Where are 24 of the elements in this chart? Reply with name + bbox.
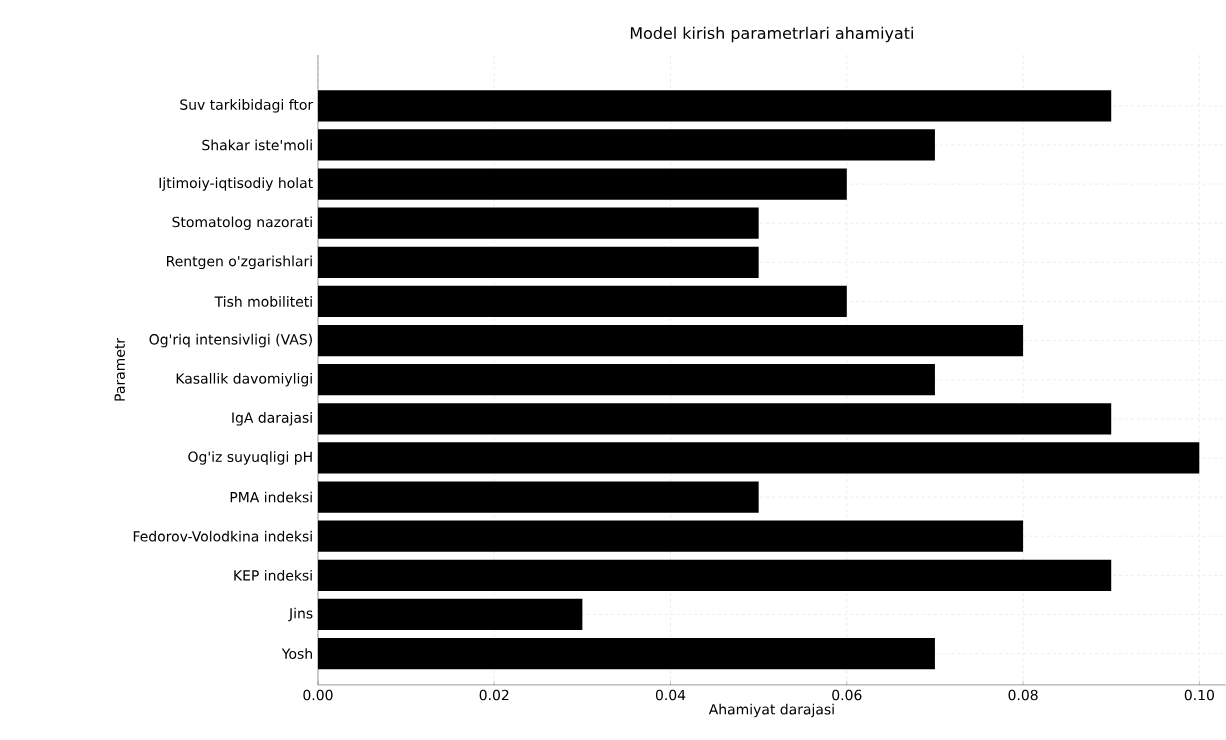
y-tick-label: Ijtimoiy-iqtisodiy holat: [159, 177, 313, 191]
x-tick-label: 0.08: [1008, 689, 1038, 701]
x-tick-label: 0.00: [303, 689, 333, 701]
y-tick-label: Tish mobiliteti: [214, 296, 312, 307]
y-tick-label: Jins: [288, 607, 313, 622]
y-tick-label: Og'iz suyuqligi pH: [188, 451, 312, 465]
y-tick-label: Yosh: [281, 648, 312, 660]
chart-title: Model kirish parametrlari ahamiyati: [630, 26, 913, 43]
y-axis-title: Parametr: [114, 338, 125, 401]
x-tick-label: 0.02: [479, 689, 509, 701]
y-tick-label: Fedorov-Volodkina indeksi: [133, 530, 312, 542]
y-tick-label: Shakar iste'moli: [202, 139, 312, 151]
y-tick-label: IgA darajasi: [232, 412, 312, 426]
y-tick-label: PMA indeksi: [230, 491, 312, 503]
x-tick-label: 0.06: [832, 689, 862, 701]
y-tick-label: Kasallik davomiyligi: [176, 373, 312, 387]
y-tick-label: Stomatolog nazorati: [172, 216, 312, 231]
y-tick-label: Rentgen o'zgarishlari: [167, 255, 312, 270]
y-tick-label: Og'riq intensivligi (VAS): [149, 333, 312, 348]
x-axis-title: Ahamiyat darajasi: [708, 703, 834, 718]
x-tick-label: 0.04: [655, 689, 686, 701]
y-tick-label: KEP indeksi: [234, 570, 312, 581]
x-tick-label: 0.10: [1184, 689, 1214, 701]
y-tick-label: Suv tarkibidagi ftor: [180, 99, 314, 113]
